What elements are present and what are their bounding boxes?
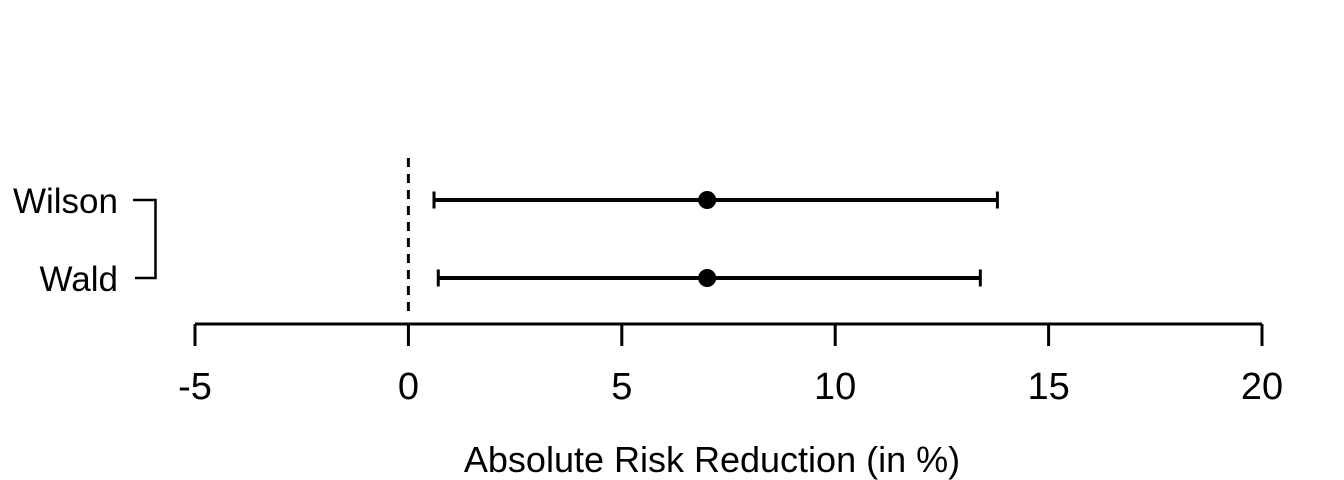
x-axis-tick-label: 0 bbox=[398, 366, 419, 408]
x-axis-tick-label: 15 bbox=[1027, 366, 1069, 408]
x-axis-title: Absolute Risk Reduction (in %) bbox=[464, 439, 960, 480]
category-label-wald: Wald bbox=[40, 260, 118, 299]
comparison-bracket bbox=[133, 198, 157, 280]
x-axis-tick-label: 10 bbox=[814, 366, 856, 408]
x-axis-tick-label: 5 bbox=[611, 366, 632, 408]
category-label-wilson: Wilson bbox=[13, 182, 118, 221]
ci-errorbar-wilson bbox=[432, 191, 999, 209]
point-estimate-dot bbox=[698, 269, 717, 287]
ci-errorbar-wald bbox=[436, 269, 982, 287]
x-axis-tick-label: -5 bbox=[178, 366, 212, 408]
point-estimate-dot bbox=[698, 191, 717, 209]
x-axis-tick-label: 20 bbox=[1241, 366, 1283, 408]
